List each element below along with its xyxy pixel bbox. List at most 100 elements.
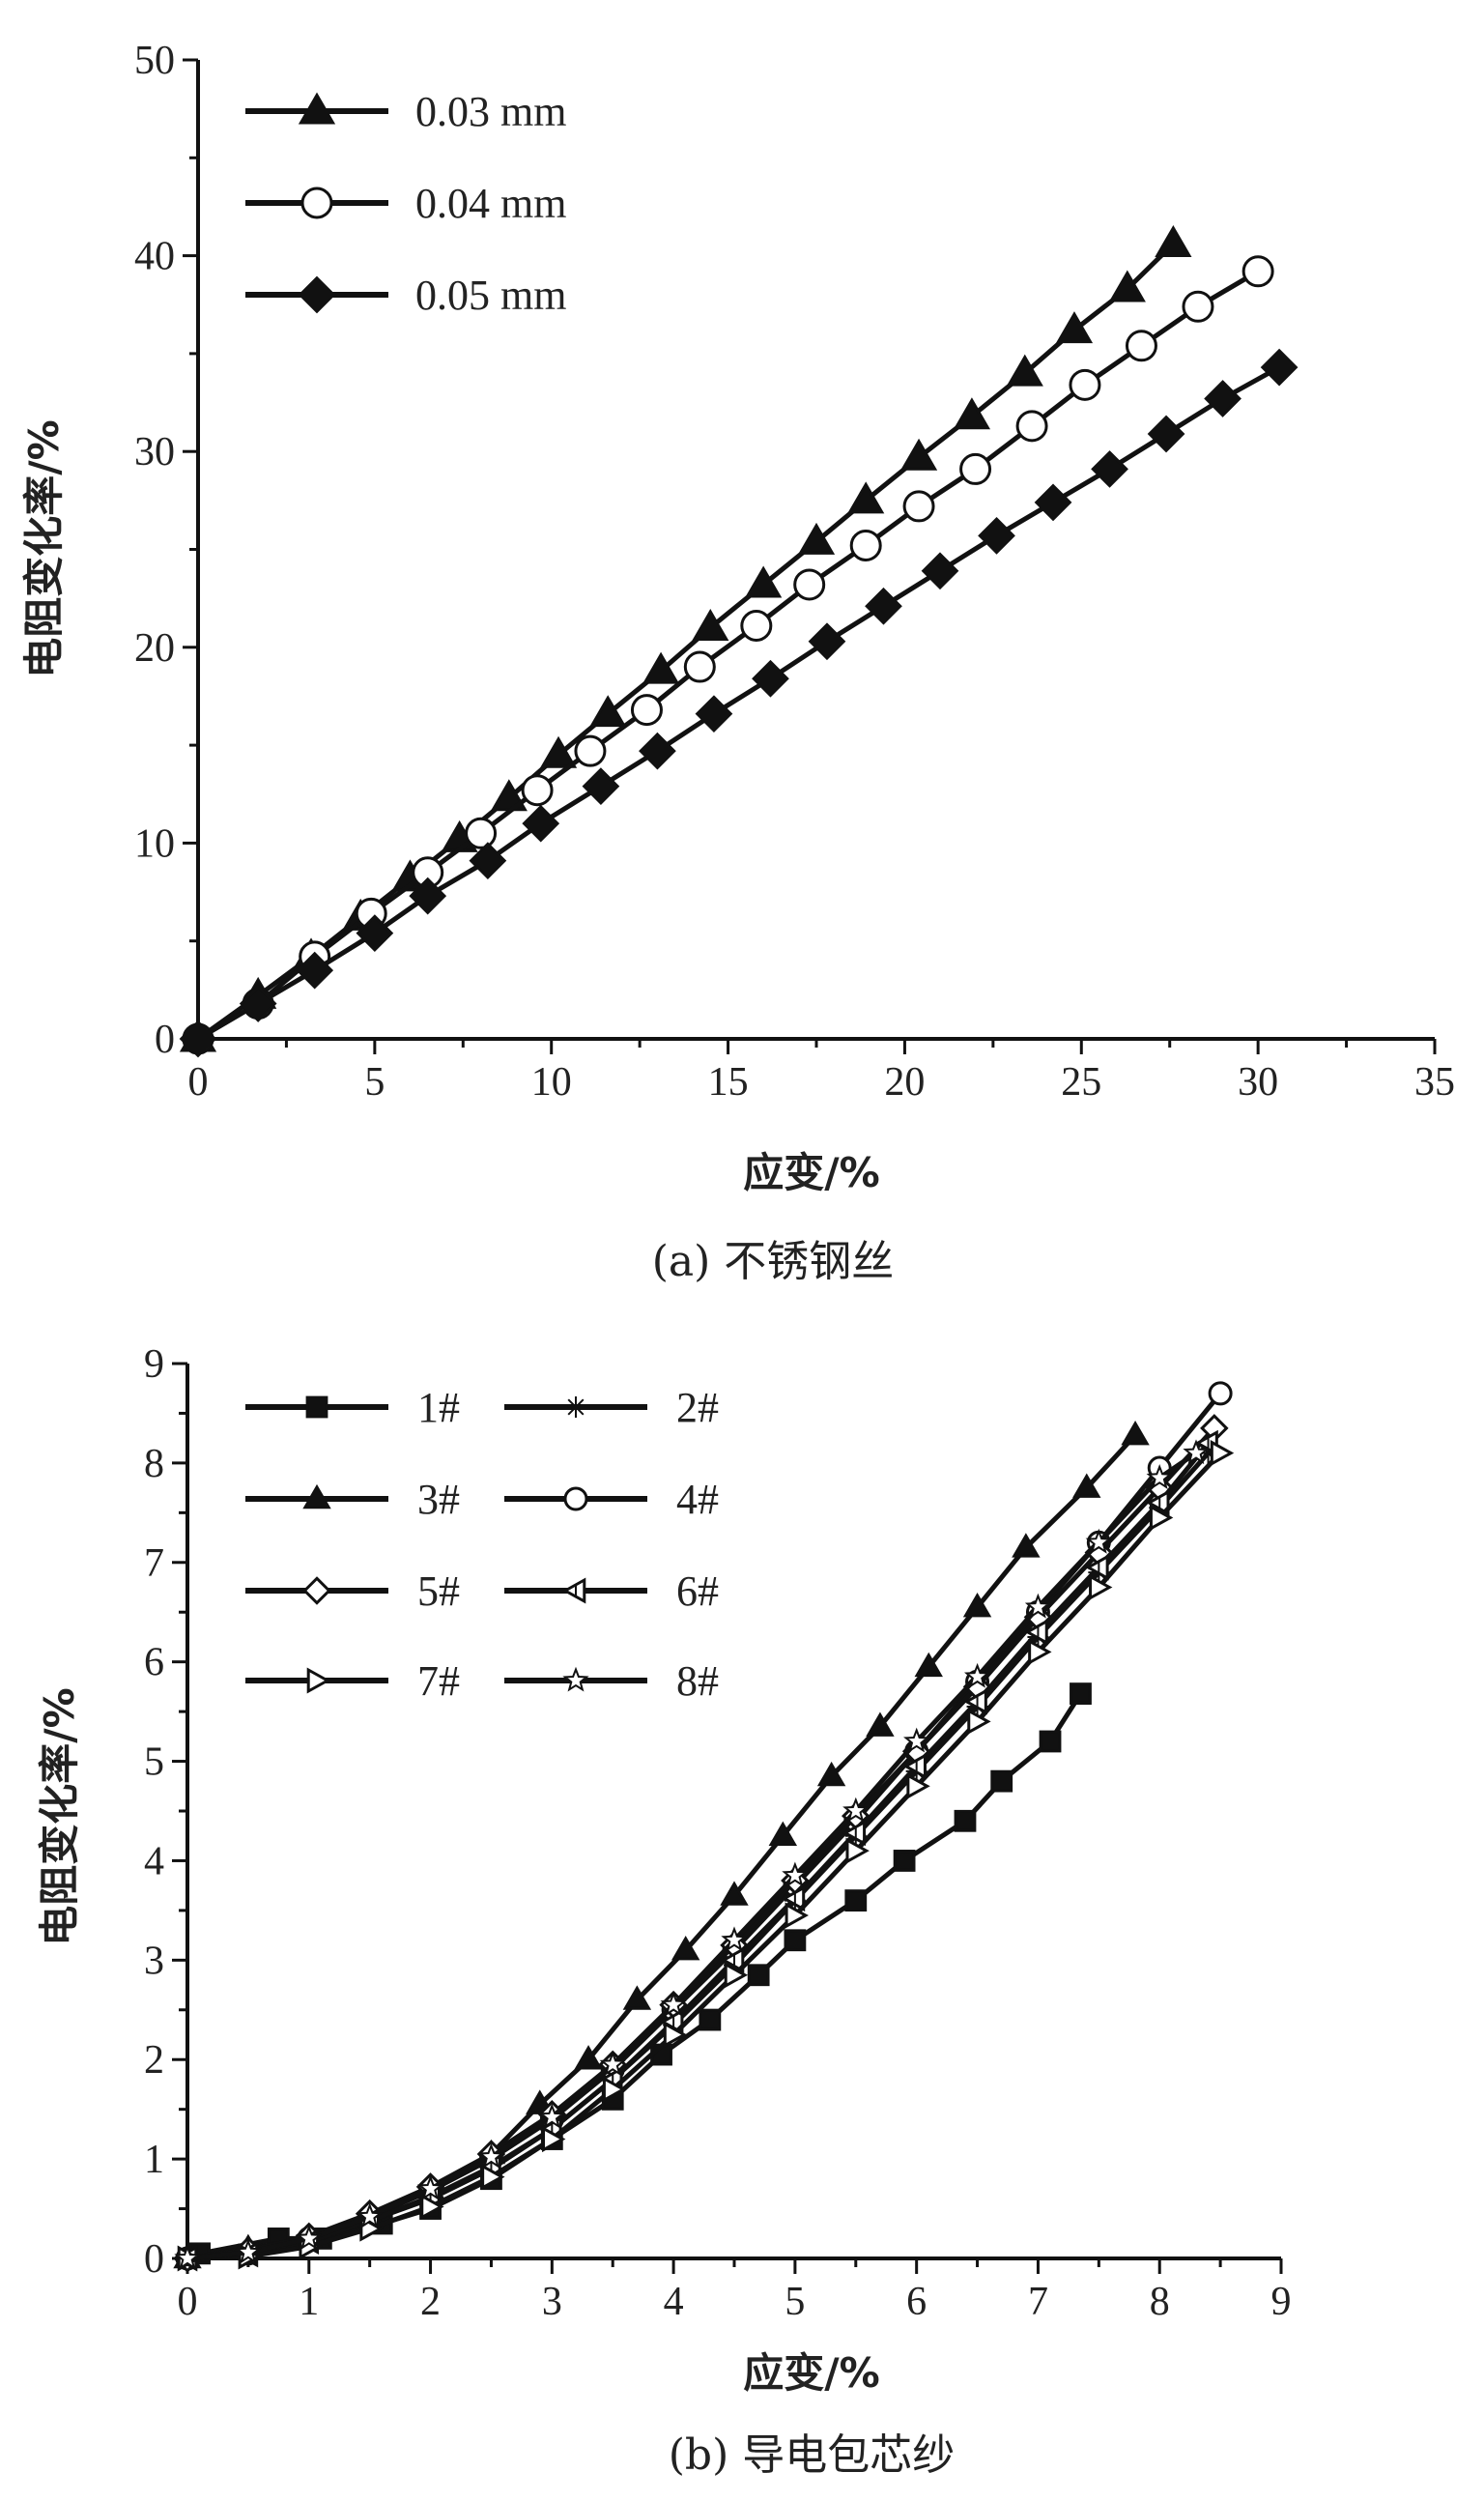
data-point (1121, 1420, 1150, 1446)
data-point (589, 695, 627, 728)
data-point (420, 2193, 444, 2221)
data-point (845, 1837, 870, 1864)
data-point (465, 817, 498, 849)
legend-label: 0.03 mm (415, 88, 566, 135)
legend-entry: 7# (245, 1657, 460, 1705)
data-point (1024, 1593, 1052, 1619)
x-tick-label: 1 (299, 2280, 319, 2324)
series-3 (179, 348, 1298, 1058)
data-point (1091, 450, 1128, 488)
data-point (768, 1821, 798, 1847)
data-point (866, 1711, 895, 1737)
data-point (953, 397, 991, 430)
legend-entry: 0.03 mm (245, 88, 566, 135)
chart-b-ylabel: 电阻变化率/% (36, 1687, 83, 1945)
legend-label: 2# (676, 1384, 719, 1431)
series-line (186, 1451, 1222, 2261)
series-1 (188, 1682, 1092, 2265)
data-point (296, 2225, 323, 2251)
x-tick-label: 9 (1271, 2280, 1292, 2324)
data-point (1182, 290, 1214, 323)
data-point (906, 1772, 930, 1799)
series-line (199, 1692, 1083, 2257)
data-point (1089, 1573, 1113, 1601)
legend-marker (302, 1576, 331, 1605)
data-point (720, 1946, 745, 1973)
series-line (186, 1426, 1216, 2261)
legend-entry: 8# (504, 1657, 719, 1705)
data-point (1204, 380, 1241, 417)
data-point (963, 1688, 987, 1715)
data-point (967, 1708, 991, 1735)
data-point (954, 1809, 977, 1832)
data-point (356, 914, 394, 952)
series-2 (182, 255, 1274, 1055)
x-tick-label: 0 (178, 2280, 198, 2324)
data-point (1055, 311, 1094, 344)
legend-entry: 1# (245, 1384, 460, 1431)
data-point (538, 2103, 565, 2129)
data-point (816, 1761, 846, 1787)
data-point (1072, 1473, 1101, 1498)
data-point (660, 1991, 687, 2017)
data-point (1085, 1554, 1109, 1581)
data-point (1125, 330, 1157, 362)
data-point (745, 565, 783, 598)
y-tick-label: 8 (144, 1442, 164, 1486)
data-point (296, 951, 334, 990)
x-tick-label: 30 (1238, 1060, 1278, 1105)
data-point (477, 2142, 504, 2169)
data-point (1155, 224, 1192, 257)
legend-marker-stroke (567, 1398, 585, 1416)
chart-b: 0 1 2 3 4 5 6 7 8 9 0 1 2 3 4 5 6 7 8 9 1# 2# 3# 4# 5# 6# 7# 8# (144, 1342, 1292, 2324)
x-tick-label: 15 (708, 1060, 749, 1105)
legend-entry: 2# (504, 1384, 719, 1431)
data-point (720, 1881, 749, 1906)
legend-label: 6# (676, 1567, 719, 1615)
legend-label: 0.05 mm (415, 272, 566, 319)
x-tick-label: 20 (884, 1060, 925, 1105)
data-point (542, 2125, 566, 2153)
data-point (865, 587, 902, 625)
data-point (1149, 1504, 1174, 1532)
legend-marker (561, 1577, 586, 1604)
data-point (602, 2076, 627, 2103)
data-point (784, 1929, 807, 1952)
data-point (899, 438, 938, 471)
legend-label: 0.04 mm (415, 180, 566, 227)
series-line (186, 1451, 1198, 2261)
data-point (1069, 368, 1101, 401)
data-point (902, 1753, 927, 1780)
data-point (639, 732, 676, 770)
legend-marker (302, 1483, 331, 1509)
chart-a-caption: (a) 不锈钢丝 (652, 1237, 895, 1286)
legend-marker (298, 275, 336, 314)
data-point (1208, 1381, 1233, 1406)
data-point (357, 2202, 384, 2228)
legend-marker (565, 1396, 586, 1418)
y-tick-label: 3 (144, 1939, 164, 1983)
data-point (893, 1850, 916, 1872)
chart-b-xlabel: 应变/% (743, 2349, 879, 2397)
legend-marker (563, 1486, 588, 1511)
data-point (844, 1889, 868, 1912)
data-point (179, 1020, 217, 1058)
data-point (797, 522, 836, 555)
data-point (1210, 1440, 1235, 1467)
legend-marker (305, 1395, 328, 1419)
legend-entry: 0.05 mm (245, 272, 566, 319)
series-6 (173, 1429, 1218, 2272)
y-tick-label: 7 (144, 1541, 164, 1586)
data-point (959, 452, 992, 485)
x-tick-label: 10 (531, 1060, 572, 1105)
x-tick-label: 8 (1150, 2280, 1170, 2324)
y-tick-label: 30 (134, 430, 175, 474)
data-point (724, 1962, 749, 1989)
y-tick-label: 5 (144, 1740, 164, 1785)
legend-marker (298, 92, 336, 125)
x-tick-label: 35 (1414, 1060, 1455, 1105)
legend-entry: 0.04 mm (245, 180, 566, 227)
data-point (663, 2021, 688, 2049)
y-tick-label: 4 (144, 1839, 164, 1883)
